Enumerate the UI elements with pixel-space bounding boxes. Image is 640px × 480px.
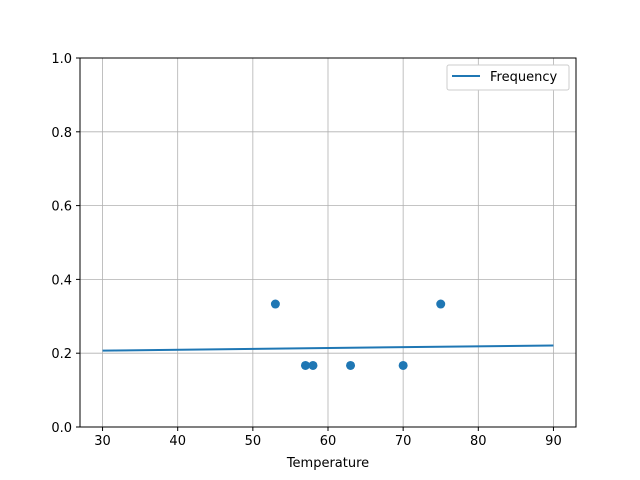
x-tick-label: 80 [470, 434, 487, 449]
y-tick-label: 0.4 [51, 273, 72, 288]
y-tick-label: 0.8 [51, 126, 72, 141]
grid [80, 57, 576, 428]
y-tick-label: 0.2 [51, 347, 72, 362]
ticks: 30 40 50 60 70 80 90 0.0 0.2 0.4 0.6 0.8 1.0 [51, 52, 561, 449]
x-tick-label: 50 [245, 434, 262, 449]
y-tick-label: 1.0 [51, 52, 72, 67]
axes-frame [79, 57, 577, 428]
legend: Frequency [446, 64, 570, 91]
x-tick-label: 90 [545, 434, 562, 449]
scatter-point [398, 360, 408, 370]
legend-label: Frequency [490, 70, 557, 85]
scatter-point [308, 360, 318, 370]
x-axis-label: Temperature [286, 456, 369, 471]
x-tick-label: 30 [94, 434, 111, 449]
legend-box [446, 64, 570, 91]
scatter-point [300, 360, 310, 370]
y-tick-label: 0.0 [51, 421, 72, 436]
x-tick-label: 60 [320, 434, 337, 449]
marks [102, 299, 554, 370]
x-tick-label: 70 [395, 434, 412, 449]
scatter-point [270, 299, 280, 309]
frequency-line [102, 344, 554, 352]
scatter-point [346, 360, 356, 370]
y-tick-label: 0.6 [51, 200, 72, 215]
x-tick-label: 40 [169, 434, 186, 449]
scatter-point [436, 299, 446, 309]
